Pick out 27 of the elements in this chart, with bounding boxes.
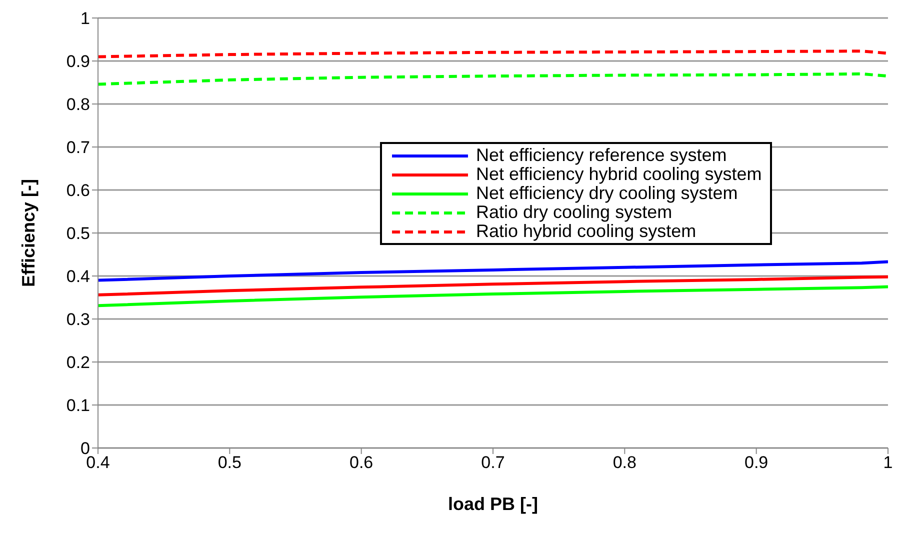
x-tick-label: 0.8 (612, 453, 636, 472)
legend-label: Net efficiency dry cooling system (476, 183, 738, 203)
legend-label: Ratio dry cooling system (476, 202, 672, 222)
line-series (98, 260, 888, 282)
x-axis-title: load PB [-] (448, 494, 538, 514)
line-series (98, 275, 888, 296)
y-tick-label: 0.9 (66, 52, 90, 72)
x-tick-label: 0.6 (350, 453, 374, 472)
y-tick-label: 0.3 (66, 310, 90, 330)
y-tick-label: 0.4 (66, 267, 90, 286)
x-tick-label: 0.5 (218, 453, 242, 472)
y-tick-label: 0.8 (66, 95, 90, 114)
y-tick-label: 0.5 (66, 224, 90, 244)
legend-label: Net efficiency reference system (476, 145, 727, 165)
y-tick-label: 0.2 (66, 353, 90, 372)
y-tick-label: 0.7 (66, 138, 90, 158)
legend-label: Net efficiency hybrid cooling system (476, 164, 762, 184)
line-series (98, 285, 888, 308)
legend-label: Ratio hybrid cooling system (476, 221, 696, 241)
y-axis-title: Efficiency [-] (18, 178, 38, 288)
y-tick-label: 0.1 (66, 396, 90, 416)
line-series (98, 72, 888, 86)
y-tick-label: 0.6 (66, 181, 90, 200)
x-tick-label: 0.9 (744, 453, 768, 472)
x-tick-label: 1 (883, 453, 893, 472)
y-tick-label: 1 (80, 9, 90, 28)
x-tick-label: 0.7 (481, 453, 505, 472)
